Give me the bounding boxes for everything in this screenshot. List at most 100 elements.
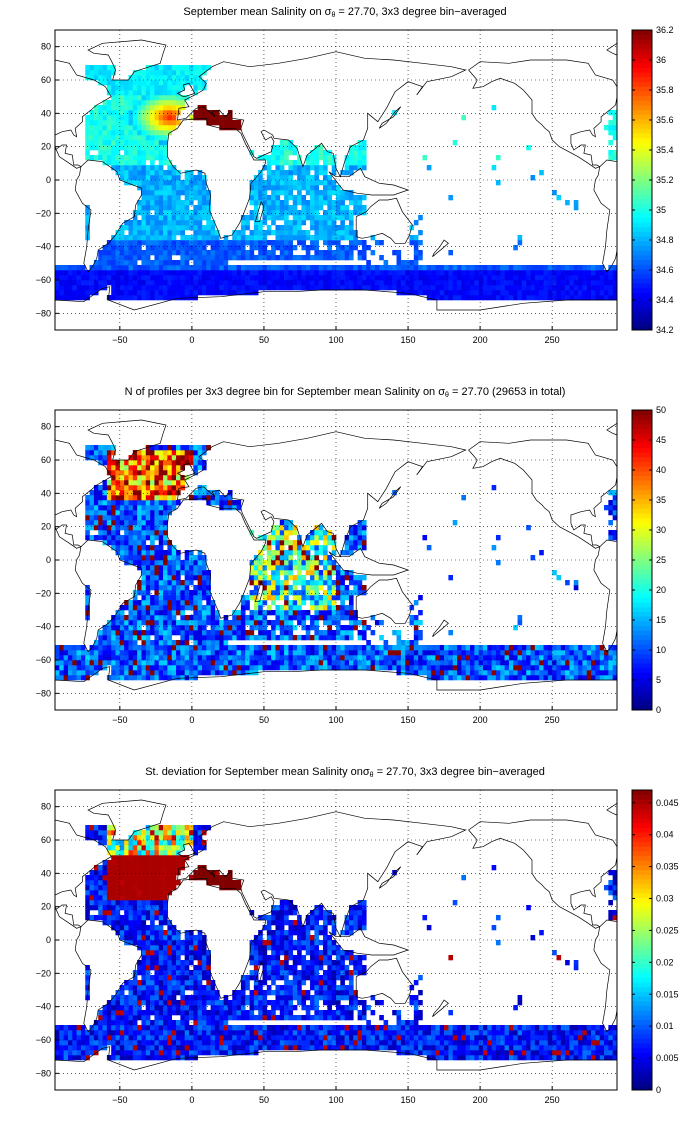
bin-cell bbox=[184, 575, 190, 581]
bin-cell bbox=[495, 560, 501, 566]
bin-cell bbox=[141, 630, 147, 636]
bin-cell bbox=[180, 480, 185, 486]
bin-cell bbox=[141, 475, 147, 481]
bin-cell bbox=[115, 125, 121, 131]
bin-cell bbox=[214, 280, 220, 286]
bin-cell bbox=[288, 240, 294, 246]
bin-cell bbox=[180, 95, 185, 101]
bin-cell bbox=[93, 525, 99, 531]
bin-cell bbox=[180, 205, 185, 211]
bin-cell bbox=[176, 195, 181, 201]
bin-cell bbox=[318, 255, 324, 261]
bin-cell bbox=[163, 525, 168, 531]
bin-cell bbox=[526, 280, 531, 286]
bin-cell bbox=[396, 265, 402, 271]
bin-cell bbox=[98, 445, 103, 451]
bin-cell bbox=[102, 460, 108, 466]
bin-cell bbox=[167, 620, 173, 626]
bin-cell bbox=[275, 285, 281, 291]
bin-cell bbox=[128, 650, 134, 656]
bin-cell bbox=[98, 1040, 103, 1046]
bin-cell bbox=[578, 670, 583, 676]
bin-cell bbox=[184, 255, 190, 261]
bin-cell bbox=[124, 80, 129, 86]
bin-cell bbox=[310, 190, 315, 196]
bin-cell bbox=[132, 935, 138, 941]
bin-cell bbox=[353, 145, 358, 151]
bin-cell bbox=[357, 645, 363, 651]
bin-cell bbox=[301, 200, 307, 206]
bin-cell bbox=[115, 1045, 121, 1051]
bin-cell bbox=[154, 125, 160, 131]
bin-cell bbox=[612, 120, 617, 126]
bin-cell bbox=[171, 275, 177, 281]
bin-cell bbox=[323, 650, 328, 656]
bin-cell bbox=[106, 120, 112, 126]
bin-cell bbox=[106, 660, 112, 666]
bin-cell bbox=[137, 870, 142, 876]
bin-cell bbox=[297, 235, 302, 241]
bin-cell bbox=[426, 265, 432, 271]
bin-cell bbox=[150, 265, 155, 271]
bin-cell bbox=[85, 215, 90, 221]
bin-cell bbox=[565, 650, 570, 656]
bin-cell bbox=[176, 645, 181, 651]
bin-cell bbox=[370, 275, 376, 281]
bin-cell bbox=[184, 620, 190, 626]
bin-cell bbox=[145, 650, 151, 656]
bin-cell bbox=[102, 650, 108, 656]
bin-cell bbox=[305, 585, 311, 591]
bin-cell bbox=[504, 675, 510, 681]
bin-cell bbox=[305, 590, 311, 596]
bin-cell bbox=[145, 95, 151, 101]
bin-cell bbox=[128, 120, 134, 126]
bin-cell bbox=[106, 145, 112, 151]
bin-cell bbox=[297, 225, 302, 231]
bin-cell bbox=[124, 875, 129, 881]
bin-cell bbox=[361, 250, 367, 256]
bin-cell bbox=[154, 245, 160, 251]
bin-cell bbox=[106, 450, 112, 456]
bin-cell bbox=[167, 635, 173, 641]
bin-cell bbox=[141, 195, 147, 201]
bin-cell bbox=[340, 585, 345, 591]
bin-cell bbox=[318, 190, 324, 196]
bin-cell bbox=[128, 520, 134, 526]
bin-cell bbox=[284, 665, 289, 671]
bin-cell bbox=[124, 1025, 129, 1031]
bin-cell bbox=[163, 620, 168, 626]
bin-cell bbox=[314, 620, 319, 626]
bin-cell bbox=[102, 480, 108, 486]
bin-cell bbox=[336, 255, 341, 261]
bin-cell bbox=[331, 285, 337, 291]
bin-cell bbox=[336, 610, 341, 616]
bin-cell bbox=[150, 515, 155, 521]
bin-cell bbox=[513, 295, 518, 301]
bin-cell bbox=[154, 635, 160, 641]
bin-cell bbox=[292, 530, 298, 536]
bin-cell bbox=[98, 890, 103, 896]
bin-cell bbox=[297, 550, 302, 556]
bin-cell bbox=[465, 270, 471, 276]
bin-cell bbox=[357, 240, 363, 246]
bin-cell bbox=[214, 495, 220, 501]
bin-cell bbox=[366, 265, 371, 271]
bin-cell bbox=[98, 640, 103, 646]
bin-cell bbox=[141, 590, 147, 596]
bin-cell bbox=[145, 605, 151, 611]
bin-cell bbox=[444, 290, 449, 296]
bin-cell bbox=[323, 230, 328, 236]
bin-cell bbox=[262, 665, 268, 671]
bin-cell bbox=[85, 285, 90, 291]
bin-cell bbox=[76, 1055, 82, 1061]
bin-cell bbox=[137, 160, 142, 166]
bin-cell bbox=[331, 655, 337, 661]
bin-cell bbox=[348, 660, 354, 666]
bin-cell bbox=[556, 665, 562, 671]
bin-cell bbox=[327, 160, 332, 166]
bin-cell bbox=[219, 670, 224, 676]
bin-cell bbox=[201, 625, 207, 631]
bin-cell bbox=[111, 630, 116, 636]
bin-cell bbox=[141, 580, 147, 586]
bin-cell bbox=[85, 130, 90, 136]
